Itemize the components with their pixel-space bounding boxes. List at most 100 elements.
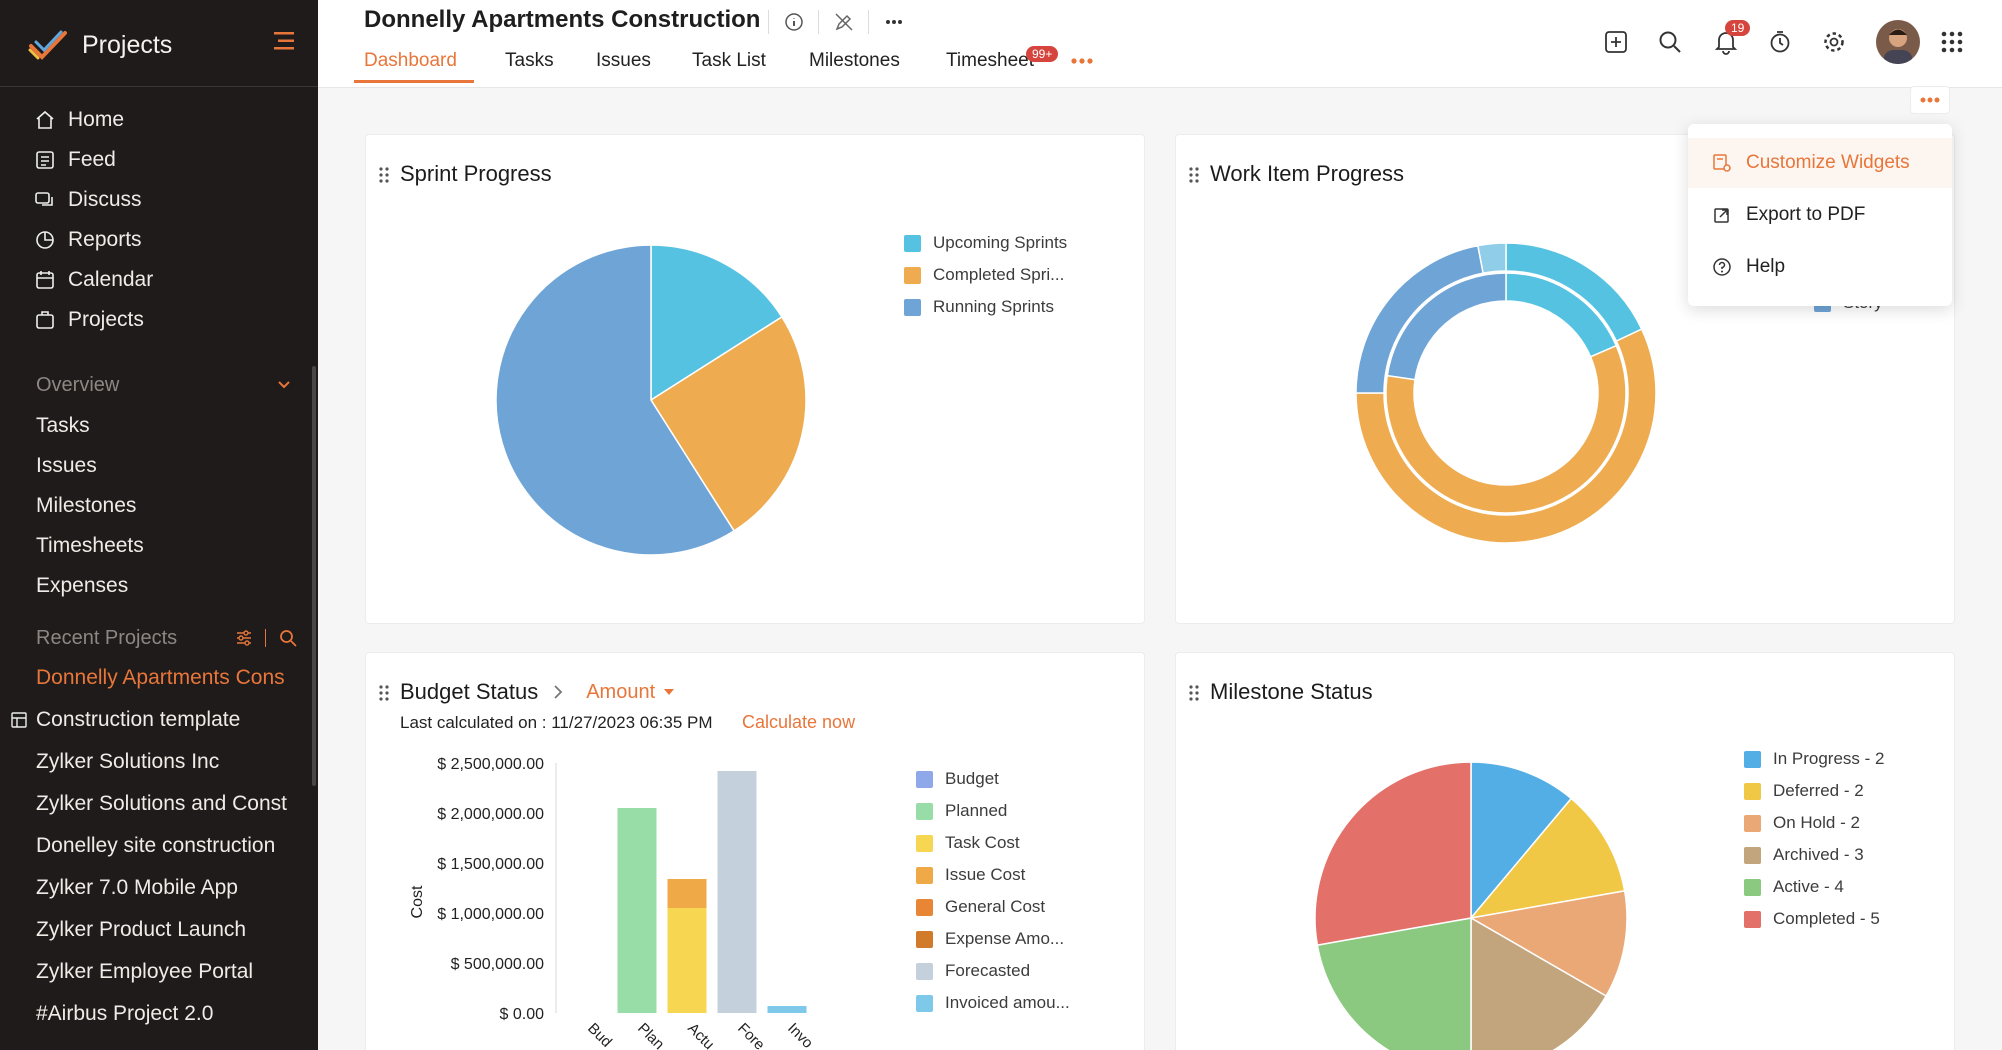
recent-project-item[interactable]: Zylker 7.0 Mobile App — [36, 876, 238, 899]
bar-invoiced-invoiced-amount[interactable] — [767, 1006, 807, 1013]
tab-timesheet[interactable]: Timesheet — [946, 50, 1034, 71]
legend-item[interactable]: Completed - 5 — [1744, 903, 1885, 935]
widget-title: Milestone Status — [1210, 679, 1373, 705]
more-tabs-icon[interactable] — [1070, 54, 1094, 68]
sidebar-scrollbar[interactable] — [312, 366, 316, 786]
legend-item[interactable]: Budget — [916, 763, 1070, 795]
legend-item[interactable]: Upcoming Sprints — [904, 227, 1067, 259]
export-pdf-item[interactable]: Export to PDF — [1688, 190, 1952, 240]
chevron-down-icon[interactable] — [276, 378, 292, 390]
pie-slice-archived[interactable] — [1470, 916, 1608, 1050]
legend-item[interactable]: Archived - 3 — [1744, 839, 1885, 871]
widget-title-text: Milestone Status — [1210, 679, 1373, 704]
legend-item[interactable]: Active - 4 — [1744, 871, 1885, 903]
legend-swatch — [1744, 750, 1761, 768]
recent-project-item[interactable]: Zylker Employee Portal — [36, 960, 254, 983]
edit-disabled-icon[interactable] — [830, 8, 858, 36]
drag-handle-icon[interactable] — [378, 166, 390, 184]
legend-item[interactable]: Running Sprints — [904, 291, 1067, 323]
donut-outer-segment-completed[interactable] — [1356, 328, 1656, 543]
legend-item[interactable]: Expense Amo... — [916, 923, 1070, 955]
drag-handle-icon[interactable] — [1188, 166, 1200, 184]
overview-item-issues[interactable]: Issues — [36, 454, 97, 477]
recent-project-item[interactable]: Zylker Solutions Inc — [36, 750, 220, 773]
avatar[interactable] — [1876, 20, 1920, 64]
bar-actual-issue-cost[interactable] — [667, 879, 707, 908]
overview-item-expenses[interactable]: Expenses — [36, 574, 129, 597]
tab-task-list[interactable]: Task List — [692, 50, 766, 71]
legend-item[interactable]: Deferred - 2 — [1744, 775, 1885, 807]
collapse-menu-icon[interactable] — [272, 30, 296, 52]
sidebar-item-reports[interactable]: Reports — [34, 224, 142, 256]
bar-actual-task-cost[interactable] — [667, 908, 707, 1013]
nav-label: Calendar — [68, 268, 154, 291]
y-tick-label: $ 2,500,000.00 — [437, 756, 544, 773]
tab-issues[interactable]: Issues — [596, 50, 651, 71]
more-options-icon[interactable] — [880, 8, 908, 36]
legend-item[interactable]: Forecasted — [916, 955, 1070, 987]
legend-item[interactable]: General Cost — [916, 891, 1070, 923]
donut-inner-segment-completed[interactable] — [1385, 344, 1627, 514]
bar-planned-planned[interactable] — [617, 808, 657, 1013]
drag-handle-icon[interactable] — [378, 684, 390, 702]
donut-inner-segment-running[interactable] — [1386, 272, 1507, 381]
settings-gear-icon[interactable] — [1818, 26, 1850, 58]
sidebar-item-discuss[interactable]: Discuss — [34, 184, 142, 216]
legend-item[interactable]: On Hold - 2 — [1744, 807, 1885, 839]
tab-tasks[interactable]: Tasks — [505, 50, 554, 71]
customize-widgets-item[interactable]: Customize Widgets — [1688, 138, 1952, 188]
filter-icon[interactable] — [234, 628, 254, 648]
tab-milestones[interactable]: Milestones — [809, 50, 900, 71]
calculate-now-link[interactable]: Calculate now — [742, 712, 856, 732]
legend-item[interactable]: In Progress - 2 — [1744, 743, 1885, 775]
donut-outer-segment-other[interactable] — [1477, 243, 1507, 275]
recent-project-item[interactable]: Zylker Solutions and Const — [36, 792, 287, 815]
search-icon[interactable] — [278, 628, 298, 648]
bar-forecasted-forecasted[interactable] — [717, 771, 757, 1013]
overview-item-milestones[interactable]: Milestones — [36, 494, 137, 517]
dashboard-more-button[interactable] — [1910, 86, 1950, 114]
apps-grid-icon[interactable] — [1936, 26, 1968, 58]
sidebar-item-home[interactable]: Home — [34, 104, 124, 136]
chevron-right-icon[interactable] — [552, 683, 564, 701]
recent-project-item[interactable]: #Airbus Project 2.0 — [36, 1002, 214, 1025]
recent-project-item[interactable]: Donnelly Apartments Cons — [36, 666, 285, 689]
search-icon[interactable] — [1654, 26, 1686, 58]
pie-slice-on-hold[interactable] — [1468, 890, 1628, 998]
budget-bar-chart: $ 0.00 $ 500,000.00 $ 1,000,000.00 $ 1,500,… — [409, 756, 816, 1050]
pie-slice-completed-sprints[interactable] — [649, 315, 807, 532]
pie-slice-deferred[interactable] — [1469, 797, 1626, 920]
pie-slice-completed[interactable] — [1314, 761, 1472, 946]
overview-section-header[interactable]: Overview — [36, 374, 119, 397]
help-item[interactable]: Help — [1688, 242, 1952, 292]
recent-project-item[interactable]: Construction template — [36, 708, 241, 731]
amount-dropdown[interactable]: Amount — [586, 680, 656, 703]
info-icon[interactable] — [780, 8, 808, 36]
legend-item[interactable]: Task Cost — [916, 827, 1070, 859]
x-tick-label: Bud — [584, 1020, 615, 1050]
legend-item[interactable]: Invoiced amou... — [916, 987, 1070, 1019]
legend-item[interactable]: Issue Cost — [916, 859, 1070, 891]
legend-item[interactable]: Planned — [916, 795, 1070, 827]
overview-item-timesheets[interactable]: Timesheets — [36, 534, 144, 557]
caret-down-icon[interactable] — [663, 688, 675, 696]
recent-project-item[interactable]: Donelley site construction — [36, 834, 276, 857]
pie-slice-in-progress[interactable] — [1470, 761, 1573, 921]
legend-item[interactable]: Completed Spri... — [904, 259, 1067, 291]
sidebar-item-calendar[interactable]: Calendar — [34, 264, 153, 296]
overview-item-tasks[interactable]: Tasks — [36, 414, 90, 437]
timer-icon[interactable] — [1764, 26, 1796, 58]
add-icon[interactable] — [1600, 26, 1632, 58]
recent-project-item[interactable]: Zylker Product Launch — [36, 918, 247, 941]
sidebar-item-feed[interactable]: Feed — [34, 144, 116, 176]
legend-label: Active - 4 — [1773, 877, 1844, 896]
sidebar-item-projects[interactable]: Projects — [34, 304, 144, 336]
export-icon — [1714, 208, 1729, 223]
pie-slice-upcoming-sprints[interactable] — [650, 244, 783, 402]
drag-handle-icon[interactable] — [1188, 684, 1200, 702]
pie-slice-active[interactable] — [1316, 917, 1472, 1050]
tab-dashboard[interactable]: Dashboard — [364, 50, 457, 71]
pie-slice-running-sprints[interactable] — [495, 244, 736, 556]
brand[interactable]: Projects — [28, 24, 172, 66]
help-icon — [1713, 258, 1731, 276]
